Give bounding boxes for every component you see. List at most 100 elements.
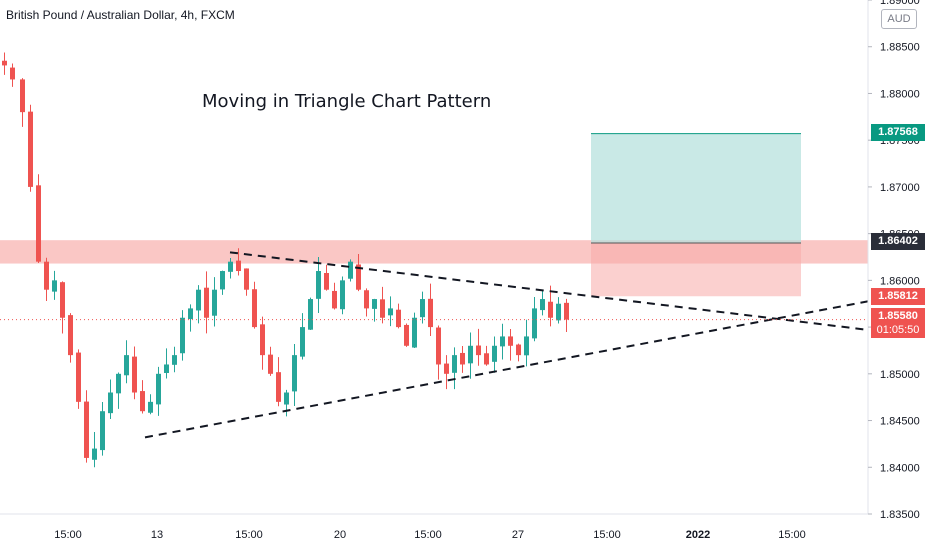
countdown: 01:05:50 [876,324,920,336]
y-tick-9: 1.84500 [880,416,920,428]
candle-body-58 [468,345,473,364]
candle-body-32 [260,324,265,356]
candle-body-14 [116,373,121,394]
candle-body-5 [44,261,49,290]
candle-body-57 [460,352,465,365]
candle-body-65 [524,336,529,356]
candle-body-13 [108,392,113,414]
candle-body-7 [60,282,65,318]
candle-body-45 [364,290,369,309]
y-tick-1: 1.88500 [880,42,920,54]
candle-body-59 [476,345,481,356]
candle-body-22 [180,317,185,354]
x-tick-3: 20 [334,529,346,541]
candle-body-52 [420,299,425,318]
level-price-tag: 1.86402 [871,233,925,250]
candle-body-36 [292,355,297,392]
candle-body-26 [212,289,217,316]
y-tick-4: 1.87000 [880,182,920,194]
candle-body-51 [412,317,417,348]
candle-body-55 [444,363,449,374]
candle-body-12 [100,411,105,451]
candle-body-41 [332,290,337,309]
candle-body-61 [492,345,497,362]
last-price-tag: 1.85580 01:05:50 [871,308,925,338]
candle-body-53 [428,298,433,328]
candle-body-2 [20,79,25,113]
candle-body-11 [92,448,97,460]
candle-body-70 [564,302,569,320]
candle-body-40 [324,273,329,290]
x-tick-1: 13 [151,529,163,541]
candle-body-33 [268,354,273,374]
candle-body-56 [452,355,457,373]
candle-body-39 [316,271,321,299]
candle-body-47 [380,299,385,318]
candle-body-3 [28,111,33,187]
candle-body-20 [164,364,169,373]
y-tick-2: 1.88000 [880,88,920,100]
candle-body-62 [500,336,505,347]
candle-body-48 [388,308,393,316]
candle-body-16 [132,356,137,393]
trendline-upper [229,251,869,331]
x-tick-7: 2022 [686,529,710,541]
currency-label[interactable]: AUD [881,9,917,29]
candle-body-25 [204,287,209,318]
y-tick-6: 1.86000 [880,275,920,287]
high-price-tag: 1.85812 [871,288,925,305]
x-tick-0: 15:00 [54,529,82,541]
candle-body-27 [220,271,225,290]
candle-body-31 [252,289,257,328]
candle-body-35 [284,392,289,405]
candle-body-6 [52,280,57,292]
candle-body-17 [140,391,145,412]
candle-body-8 [68,315,73,356]
candle-body-28 [228,261,233,272]
candle-body-18 [148,401,153,413]
candle-body-29 [236,260,241,272]
symbol-title: British Pound / Australian Dollar, 4h, F… [6,8,235,22]
candle-body-68 [548,301,553,318]
target-zone [591,133,801,243]
candle-body-4 [36,185,41,262]
candle-body-15 [124,355,129,376]
candle-body-30 [244,268,249,290]
y-tick-10: 1.84000 [880,462,920,474]
last-price: 1.85580 [878,310,918,322]
candle-body-54 [436,327,441,365]
candle-body-60 [484,353,489,365]
target-price-tag: 1.87568 [871,124,925,141]
candle-body-49 [396,309,401,328]
candle-body-64 [516,344,521,356]
chart-annotation: Moving in Triangle Chart Pattern [202,91,492,112]
trendline-lower [144,294,901,439]
candle-body-69 [556,303,561,321]
x-tick-8: 15:00 [778,529,806,541]
candle-body-37 [300,327,305,357]
x-tick-6: 15:00 [593,529,621,541]
candle-body-10 [84,401,89,458]
candle-body-0 [2,60,7,66]
y-tick-11: 1.83500 [880,509,920,521]
y-tick-8: 1.85000 [880,369,920,381]
candle-body-19 [156,373,161,405]
y-tick-0: 1.89000 [880,0,920,7]
candle-body-50 [404,324,409,346]
candle-body-42 [340,280,345,310]
candle-body-43 [348,261,353,279]
candle-body-63 [508,336,513,346]
candle-body-9 [76,352,81,402]
candle-body-44 [356,264,361,290]
candle-body-38 [308,299,313,330]
candle-body-1 [10,67,15,80]
candle-body-23 [188,308,193,320]
candle-body-34 [276,372,281,402]
x-tick-4: 15:00 [414,529,442,541]
x-tick-5: 27 [512,529,524,541]
risk-zone [591,242,801,297]
x-tick-2: 15:00 [235,529,263,541]
candle-body-21 [172,355,177,365]
candle-body-24 [196,289,201,311]
